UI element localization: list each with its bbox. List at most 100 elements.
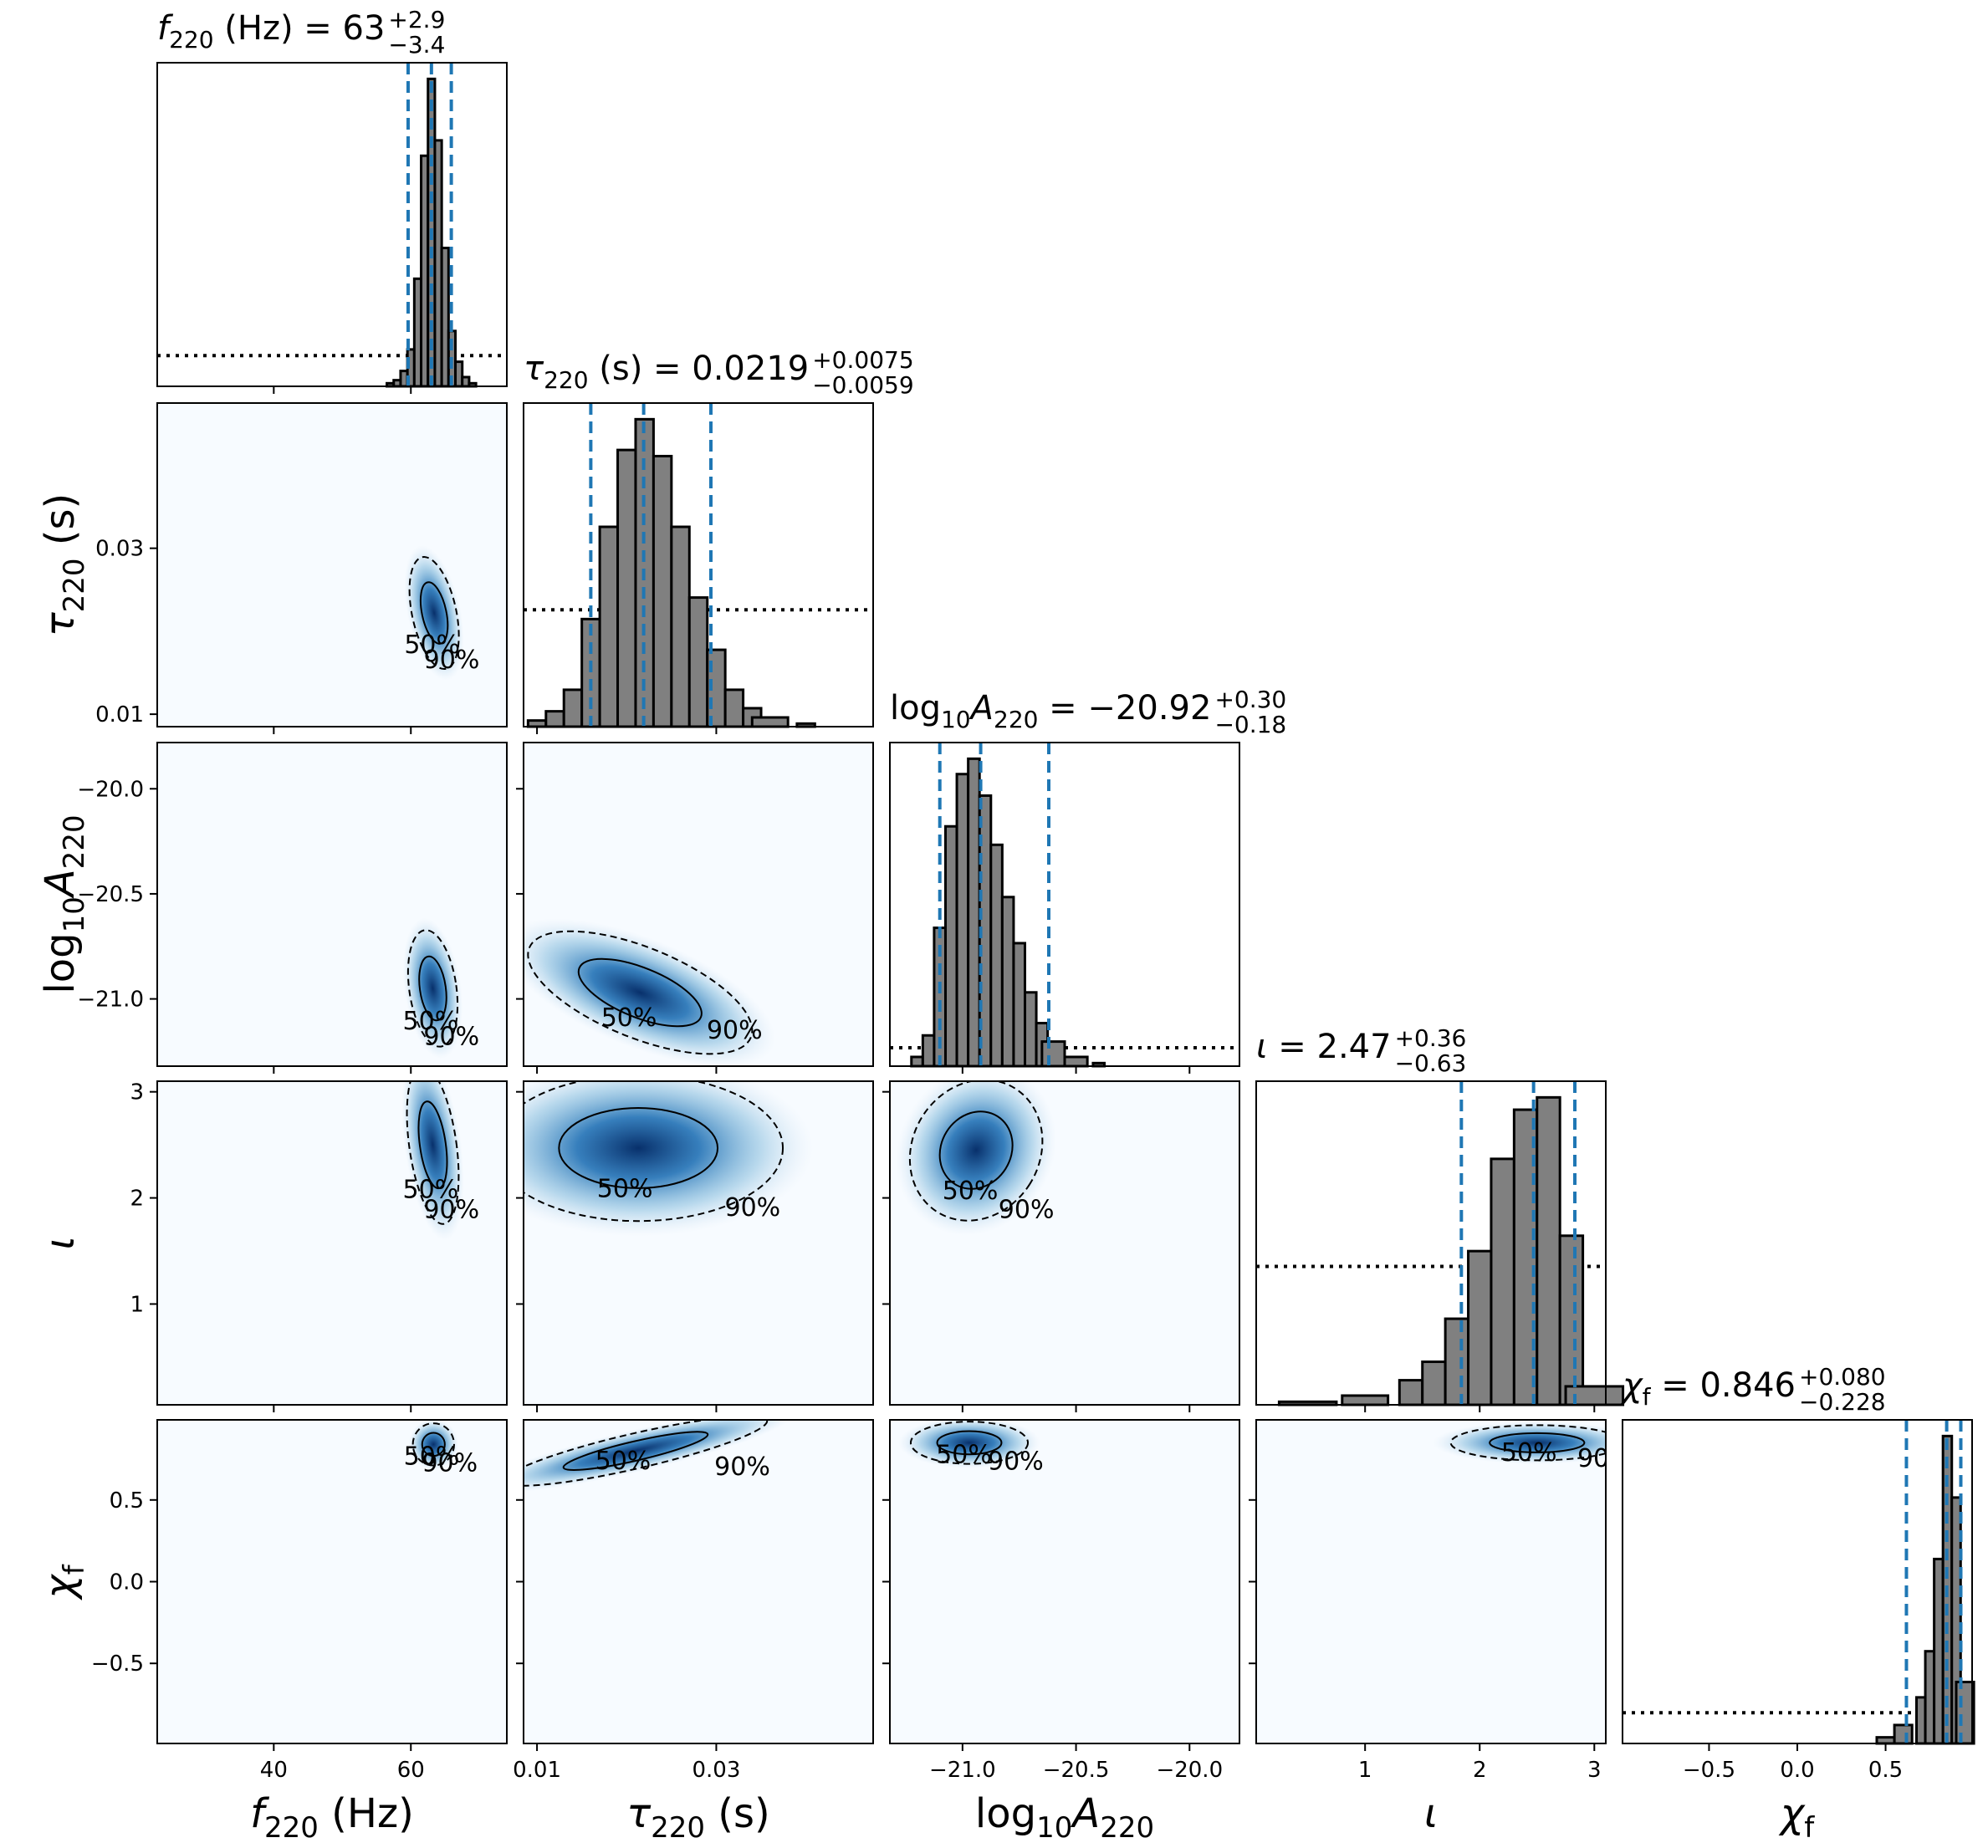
panel-tau220-tau220-frame bbox=[523, 402, 874, 727]
panel-tau220-f220-density: 50%90% bbox=[404, 545, 479, 682]
panel-chif-tau220-contour-50 bbox=[562, 1431, 709, 1472]
panel-chif-logA220-contour-90 bbox=[909, 1421, 1030, 1465]
panel-logA220-tau220-contour-90 bbox=[527, 930, 754, 1055]
ylabel-iota: ι bbox=[37, 1236, 84, 1249]
xtick-label-iota: 3 bbox=[1587, 1758, 1602, 1783]
panel-logA220-tau220-density: 50% 90% bbox=[524, 918, 776, 1066]
panel-iota-f220-density-blob bbox=[401, 1081, 464, 1241]
hist-logA220-bar bbox=[989, 843, 1004, 1068]
panel-iota-tau220-label-50: 50% bbox=[597, 1175, 653, 1204]
panel-iota-f220-contour-50 bbox=[417, 1100, 448, 1190]
panel-iota-f220-label-90: 90% bbox=[423, 1196, 479, 1225]
panel-logA220-tau220-label-90: 90% bbox=[707, 1016, 763, 1045]
panel-chif-logA220-background bbox=[890, 1420, 1239, 1743]
hist-iota-bar bbox=[1536, 1095, 1561, 1406]
hist-iota-bar bbox=[1421, 1360, 1447, 1406]
hist-iota-bar bbox=[1490, 1157, 1515, 1406]
hist-iota-bar bbox=[1341, 1394, 1390, 1406]
ytick-label-chif: 0.5 bbox=[110, 1488, 144, 1514]
ytick-label-logA220: −20.5 bbox=[77, 882, 144, 907]
panel-logA220-f220-contour-90 bbox=[406, 929, 459, 1048]
xtick-label-chif: 0.0 bbox=[1780, 1758, 1814, 1783]
xtick-label-chif: −0.5 bbox=[1683, 1758, 1735, 1783]
hist-tau220-bar bbox=[750, 716, 790, 728]
hist-iota-bar bbox=[1467, 1249, 1493, 1406]
hist-tau220-bar bbox=[652, 454, 673, 728]
title-iota-errors: +0.36 −0.63 bbox=[1395, 1024, 1467, 1077]
xtick-label-tau220: 0.01 bbox=[513, 1758, 561, 1783]
xtick-label-logA220: −20.5 bbox=[1043, 1758, 1110, 1783]
panel-chif-f220-contour-90 bbox=[411, 1422, 455, 1467]
hist-logA220-bar bbox=[910, 1055, 924, 1068]
hist-iota-bar bbox=[1398, 1379, 1424, 1406]
xlabel-tau220: τ220 (s) bbox=[626, 1790, 770, 1845]
hist-iota-bar bbox=[1558, 1234, 1585, 1406]
xtick-label-tau220: 0.03 bbox=[692, 1758, 740, 1783]
panel-iota-tau220-density-blob bbox=[524, 1081, 814, 1237]
panel-tau220-f220-contour-50 bbox=[419, 581, 449, 645]
panel-iota-f220-contour-90 bbox=[406, 1081, 460, 1225]
ylabel-tau220: τ220 (s) bbox=[37, 493, 91, 637]
ytick-label-logA220: −20.0 bbox=[77, 777, 144, 802]
hist-tau220-bar bbox=[598, 525, 620, 728]
panel-iota-tau220-density: 50% 90% bbox=[524, 1081, 814, 1237]
hist-tau220-bar bbox=[562, 688, 584, 728]
panel-chif-iota-contour-90 bbox=[1449, 1424, 1606, 1462]
panel-logA220-logA220-frame bbox=[889, 742, 1240, 1067]
title-f220: f220 (Hz) = 63 bbox=[157, 9, 385, 54]
panel-chif-f220-label-50: 50% bbox=[404, 1442, 460, 1471]
panel-chif-tau220-density: 50% 90% bbox=[524, 1420, 795, 1493]
ylabel-chif: χf bbox=[37, 1564, 91, 1600]
ytick-label-iota: 2 bbox=[130, 1187, 144, 1212]
panel-logA220-tau220-density-blob bbox=[524, 918, 776, 1066]
hist-chif-bar bbox=[1893, 1723, 1914, 1745]
panel-chif-iota-density: 50% 90% bbox=[1433, 1421, 1633, 1473]
ytick-label-iota: 1 bbox=[130, 1292, 144, 1317]
ytick-label-tau220: 0.03 bbox=[95, 537, 144, 562]
title-logA220: log10A220 = −20.92 bbox=[890, 689, 1211, 733]
hist-logA220-bar bbox=[1040, 1040, 1066, 1068]
ylabel-logA220: log10A220 bbox=[37, 814, 91, 993]
panel-iota-logA220-contour-90 bbox=[908, 1081, 1044, 1222]
panel-logA220-f220-contour-50 bbox=[418, 955, 447, 1022]
panel-chif-iota-background bbox=[1256, 1420, 1606, 1743]
panel-tau220-f220-density-blob bbox=[404, 545, 464, 682]
panel-tau220-f220-label-50: 50% bbox=[404, 630, 460, 660]
hist-logA220-bar bbox=[955, 773, 970, 1068]
panel-chif-chif-frame bbox=[1622, 1419, 1973, 1744]
ytick-label-tau220: 0.01 bbox=[95, 702, 144, 727]
panel-iota-logA220-frame bbox=[889, 1080, 1240, 1406]
title-f220-errors: +2.9 −3.4 bbox=[388, 6, 445, 59]
panel-logA220-f220-label-90: 90% bbox=[423, 1023, 479, 1052]
panel-chif-logA220-label-50: 50% bbox=[936, 1440, 992, 1469]
panel-tau220-f220-background bbox=[157, 403, 507, 727]
hist-tau220-bar bbox=[687, 596, 709, 728]
xtick-label-iota: 1 bbox=[1358, 1758, 1372, 1783]
ytick-label-chif: −0.5 bbox=[91, 1651, 144, 1677]
panel-chif-iota-label-90: 90% bbox=[1577, 1444, 1633, 1473]
title-logA220-errors: +0.30 −0.18 bbox=[1214, 686, 1286, 738]
panel-chif-f220-density-blob bbox=[408, 1420, 459, 1470]
xlabel-logA220: log10A220 bbox=[975, 1790, 1154, 1845]
panel-logA220-f220-label-50: 50% bbox=[403, 1007, 459, 1036]
hist-logA220-bar bbox=[967, 757, 981, 1068]
hist-tau220-bar bbox=[616, 448, 637, 728]
panel-logA220-tau220-label-50: 50% bbox=[601, 1003, 657, 1033]
hist-logA220-bar bbox=[1063, 1055, 1089, 1068]
panel-tau220-f220-frame bbox=[156, 402, 508, 727]
panel-iota-tau220-frame bbox=[523, 1080, 874, 1406]
xtick-label-chif: 0.5 bbox=[1868, 1758, 1903, 1783]
panel-logA220-tau220-contour-50 bbox=[577, 957, 703, 1028]
panel-iota-logA220-label-50: 50% bbox=[943, 1177, 999, 1206]
panel-chif-f220-contour-50 bbox=[421, 1432, 446, 1457]
hist-logA220-bar bbox=[1000, 896, 1015, 1068]
title-chif: χf = 0.846 bbox=[1621, 1366, 1796, 1411]
hist-logA220-bar bbox=[1012, 942, 1027, 1068]
hist-logA220-bar bbox=[921, 1034, 936, 1068]
hist-tau220-bar bbox=[723, 688, 745, 728]
title-iota: ι = 2.47 bbox=[1256, 1028, 1392, 1066]
panel-f220-f220-frame bbox=[156, 62, 508, 387]
hist-tau220-bar bbox=[544, 710, 565, 728]
hist-chif-bar bbox=[1924, 1650, 1936, 1745]
